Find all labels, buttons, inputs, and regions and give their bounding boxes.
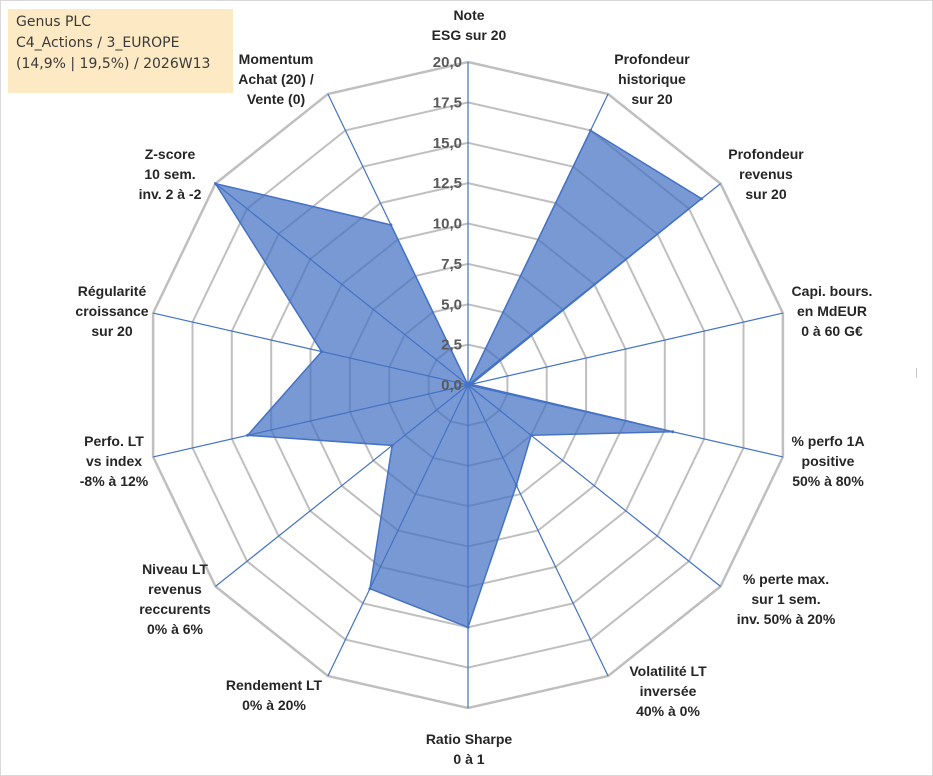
axis-label: reccurents [139,601,211,617]
tick-label: 0,0 [441,377,462,394]
tick-label: 17,5 [433,94,462,111]
tick-label: 15,0 [433,135,462,152]
tick-label: 2,5 [441,337,462,354]
axis-label: ESG sur 20 [432,27,507,43]
axis-label: sur 20 [631,91,672,107]
title-line-company: Genus PLC [16,14,91,30]
axis-label: Profondeur [728,146,804,162]
title-line-category: C4_Actions / 3_EUROPE [16,35,180,51]
data-point [390,443,394,447]
axis-label: Profondeur [614,51,690,67]
axis-label: inv. 2 à -2 [139,186,202,202]
axis-label: revenus [739,166,793,182]
tick-label: 10,0 [433,216,462,233]
axis-label: % perfo 1A [791,433,864,449]
resize-handle [916,368,923,378]
axis-label: Rendement LT [226,677,323,693]
chart-title-box: Genus PLC C4_Actions / 3_EUROPE (14,9% |… [8,9,233,93]
axis-label: Volatilité LT [629,663,707,679]
data-point [466,625,470,629]
data-point [469,382,473,386]
axis-label: sur 20 [91,323,132,339]
tick-label: 12,5 [433,175,462,192]
data-point [514,483,518,487]
axis-label: revenus [148,581,202,597]
axis-label: 0% à 6% [147,621,204,637]
axis-label: inv. 50% à 20% [737,611,836,627]
tick-label: 20,0 [433,54,462,71]
axis-label: en MdEUR [797,303,867,319]
tick-label: 5,0 [441,296,462,313]
data-point [466,383,470,387]
axis-label: positive [802,453,855,469]
data-point [671,430,675,434]
radar-spoke [467,312,784,386]
axis-label: % perte max. [743,571,829,587]
axis-label: Achat (20) / [238,71,314,87]
data-point [700,197,704,201]
axis-label: Note [453,7,484,23]
axis-label: historique [618,71,686,87]
axis-label: Niveau LT [142,561,208,577]
axis-label: 50% à 80% [792,473,864,489]
axis-label: inversée [640,683,697,699]
axis-label: Momentum [239,51,314,67]
data-point [320,350,324,354]
data-point [246,433,250,437]
data-point [368,587,372,591]
axis-label: Capi. bours. [792,283,873,299]
axis-label: Z-score [145,146,196,162]
axis-label: croissance [75,303,148,319]
data-point [214,182,217,186]
axis-label: -8% à 12% [80,473,149,489]
axis-label: Ratio Sharpe [426,731,513,747]
axis-label: sur 20 [745,186,786,202]
axis-label: sur 1 sem. [751,591,820,607]
axis-label: 10 sem. [144,166,195,182]
data-point [589,128,593,132]
axis-label: Perfo. LT [84,433,144,449]
title-line-period: (14,9% | 19,5%) / 2026W13 [16,56,211,72]
axis-label: 0 à 60 G€ [801,323,863,339]
axis-label: vs index [86,453,142,469]
axis-label: 0 à 1 [453,751,484,767]
axis-label: 0% à 20% [242,697,306,713]
axis-label: Régularité [78,283,147,299]
data-point [389,223,393,227]
tick-label: 7,5 [441,256,462,273]
axis-label: Vente (0) [247,91,305,107]
axis-label: 40% à 0% [636,703,700,719]
data-point [529,433,533,437]
